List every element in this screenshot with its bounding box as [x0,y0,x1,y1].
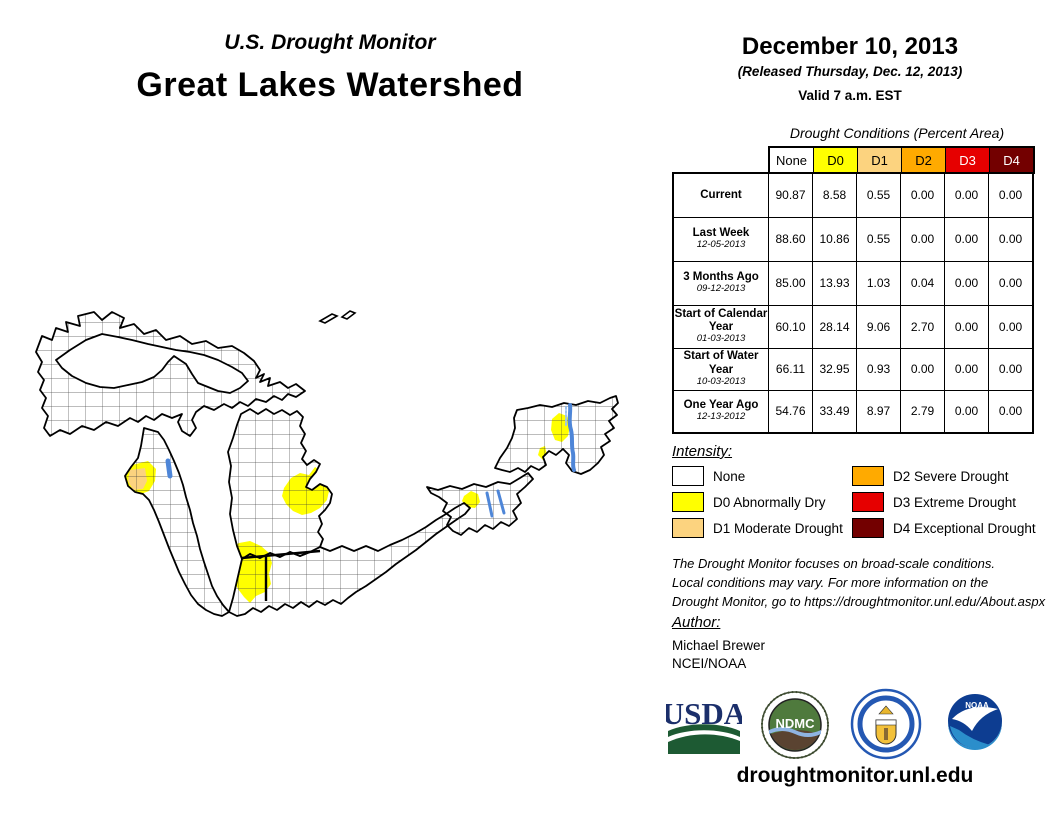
table-row: Current 90.87 8.58 0.55 0.00 0.00 0.00 [672,172,1034,218]
row-date: 09-12-2013 [696,283,746,295]
table-row: Last Week 12-05-2013 88.60 10.86 0.55 0.0… [672,216,1034,262]
page-title: Great Lakes Watershed [136,66,524,104]
legend-item-d4: D4 Exceptional Drought [852,518,1036,538]
table-row: 3 Months Ago 09-12-2013 85.00 13.93 1.03 … [672,260,1034,306]
legend-label: D1 Moderate Drought [713,520,843,536]
table-category-header: None D0 D1 D2 D3 D4 [768,146,1035,174]
row-label: One Year Ago [683,399,759,412]
legend-item-none: None [672,466,745,486]
disclaimer-text: The Drought Monitor focuses on broad-sca… [672,556,1046,609]
author-title: Author: [672,614,721,631]
col-header-d2: D2 [901,146,946,174]
none-swatch [672,466,704,486]
state-lines [241,549,321,601]
legend-label: D0 Abnormally Dry [713,494,826,510]
valid-time: Valid 7 a.m. EST [798,88,902,103]
author-org: NCEI/NOAA [672,656,747,671]
legend-item-d3: D3 Extreme Drought [852,492,1016,512]
row-date: 12-13-2012 [696,411,746,423]
row-label: Start of Calendar Year [674,307,768,334]
finger-lake-west [485,491,494,518]
col-header-none: None [768,146,814,174]
noaa-logo: NOAA [948,694,1002,750]
d3-swatch [852,492,884,512]
ndmc-logo-text: NDMC [776,716,816,731]
row-date: 10-03-2013 [696,375,746,387]
water-features [165,403,576,518]
map-supertitle: U.S. Drought Monitor [224,31,436,54]
lake-winnebago [165,458,173,479]
d2-swatch [852,466,884,486]
col-header-d4: D4 [989,146,1035,174]
finger-lake-east [496,489,506,515]
legend-label: None [713,468,746,484]
d1-swatch [672,518,704,538]
legend-label: D2 Severe Drought [893,468,1009,484]
row-label: Start of Water Year [683,350,759,376]
col-header-d1: D1 [857,146,902,174]
table-row: One Year Ago 12-13-2012 54.76 33.49 8.97 … [672,389,1034,434]
commerce-seal-logo [850,688,922,760]
release-date: (Released Thursday, Dec. 12, 2013) [737,64,963,79]
usda-logo: USDA [666,696,742,754]
row-label: Current [700,188,742,201]
row-date: 01-03-2013 [696,333,746,345]
noaa-logo-text: NOAA [965,701,989,710]
legend-item-d1: D1 Moderate Drought [672,518,843,538]
row-date: 12-05-2013 [696,239,746,251]
legend-title: Intensity: [672,443,733,460]
row-label: Last Week [692,226,750,239]
table-row: Start of Calendar Year 01-03-2013 60.10 2… [672,304,1034,349]
d0-swatch [672,492,704,512]
lake-champlain [567,403,576,472]
footer-url: droughtmonitor.unl.edu [736,764,974,787]
drought-conditions-table: Current 90.87 8.58 0.55 0.00 0.00 0.00 L… [672,172,1034,434]
superior-islands [318,310,357,324]
table-row: Start of Water Year 10-03-2013 66.11 32.9… [672,347,1034,391]
col-header-d3: D3 [945,146,990,174]
col-header-d0: D0 [813,146,858,174]
row-label: 3 Months Ago [683,270,759,283]
d4-swatch [852,518,884,538]
legend-label: D3 Extreme Drought [893,494,1017,510]
legend-item-d0: D0 Abnormally Dry [672,492,826,512]
legend-item-d2: D2 Severe Drought [852,466,1009,486]
author-name: Michael Brewer [672,638,766,653]
land-outlines [35,311,619,617]
legend-label: D4 Exceptional Drought [893,520,1036,536]
map-date: December 10, 2013 [741,33,959,60]
table-title: Drought Conditions (Percent Area) [789,125,1005,141]
ndmc-logo: NDMC [761,691,829,759]
